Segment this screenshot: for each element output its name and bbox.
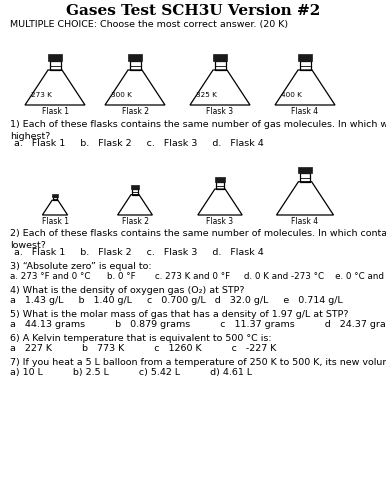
Bar: [52, 194, 58, 196]
Text: 273 K: 273 K: [31, 92, 52, 98]
Text: Flask 4: Flask 4: [291, 217, 318, 226]
Bar: [128, 54, 142, 61]
Bar: [215, 178, 225, 182]
Text: Flask 2: Flask 2: [122, 217, 149, 226]
Text: a.   Flask 1     b.   Flask 2     c.   Flask 3     d.   Flask 4: a. Flask 1 b. Flask 2 c. Flask 3 d. Flas…: [14, 139, 264, 148]
Text: MULTIPLE CHOICE: Choose the most correct answer. (20 K): MULTIPLE CHOICE: Choose the most correct…: [10, 20, 288, 29]
Text: Flask 4: Flask 4: [291, 107, 318, 116]
Bar: [298, 54, 312, 61]
Text: 325 K: 325 K: [196, 92, 217, 98]
Text: 300 K: 300 K: [111, 92, 132, 98]
Text: Flask 2: Flask 2: [122, 107, 149, 116]
Text: 7) If you heat a 5 L balloon from a temperature of 250 K to 500 K, its new volum: 7) If you heat a 5 L balloon from a temp…: [10, 358, 386, 367]
Text: 3) “Absolute zero” is equal to:: 3) “Absolute zero” is equal to:: [10, 262, 152, 271]
Text: a   44.13 grams          b   0.879 grams          c   11.37 grams          d   2: a 44.13 grams b 0.879 grams c 11.37 gram…: [10, 320, 386, 329]
Text: a   1.43 g/L     b   1.40 g/L     c   0.700 g/L   d   32.0 g/L     e   0.714 g/L: a 1.43 g/L b 1.40 g/L c 0.700 g/L d 32.0…: [10, 296, 343, 305]
Text: 6) A Kelvin temperature that is equivalent to 500 °C is:: 6) A Kelvin temperature that is equivale…: [10, 334, 272, 343]
Text: Flask 1: Flask 1: [42, 107, 68, 116]
Text: 2) Each of these flasks contains the same number of molecules. In which containe: 2) Each of these flasks contains the sam…: [10, 229, 386, 250]
Bar: [213, 54, 227, 61]
Text: a.   Flask 1     b.   Flask 2     c.   Flask 3     d.   Flask 4: a. Flask 1 b. Flask 2 c. Flask 3 d. Flas…: [14, 248, 264, 257]
Text: 5) What is the molar mass of gas that has a density of 1.97 g/L at STP?: 5) What is the molar mass of gas that ha…: [10, 310, 349, 319]
Text: 4) What is the density of oxygen gas (O₂) at STP?: 4) What is the density of oxygen gas (O₂…: [10, 286, 244, 295]
Text: Flask 1: Flask 1: [42, 217, 68, 226]
Text: a. 273 °F and 0 °C      b. 0 °F       c. 273 K and 0 °F     d. 0 K and -273 °C  : a. 273 °F and 0 °C b. 0 °F c. 273 K and …: [10, 272, 386, 281]
Bar: [131, 186, 139, 190]
Text: Gases Test SCH3U Version #2: Gases Test SCH3U Version #2: [66, 4, 320, 18]
Text: 1) Each of these flasks contains the same number of gas molecules. In which woul: 1) Each of these flasks contains the sam…: [10, 120, 386, 141]
Text: Flask 3: Flask 3: [207, 217, 234, 226]
Bar: [298, 166, 312, 173]
Text: a) 10 L          b) 2.5 L          c) 5.42 L          d) 4.61 L: a) 10 L b) 2.5 L c) 5.42 L d) 4.61 L: [10, 368, 252, 377]
Bar: [48, 54, 62, 61]
Text: 400 K: 400 K: [281, 92, 302, 98]
Text: Flask 3: Flask 3: [207, 107, 234, 116]
Text: a   227 K          b   773 K          c   1260 K          c   -227 K: a 227 K b 773 K c 1260 K c -227 K: [10, 344, 276, 353]
